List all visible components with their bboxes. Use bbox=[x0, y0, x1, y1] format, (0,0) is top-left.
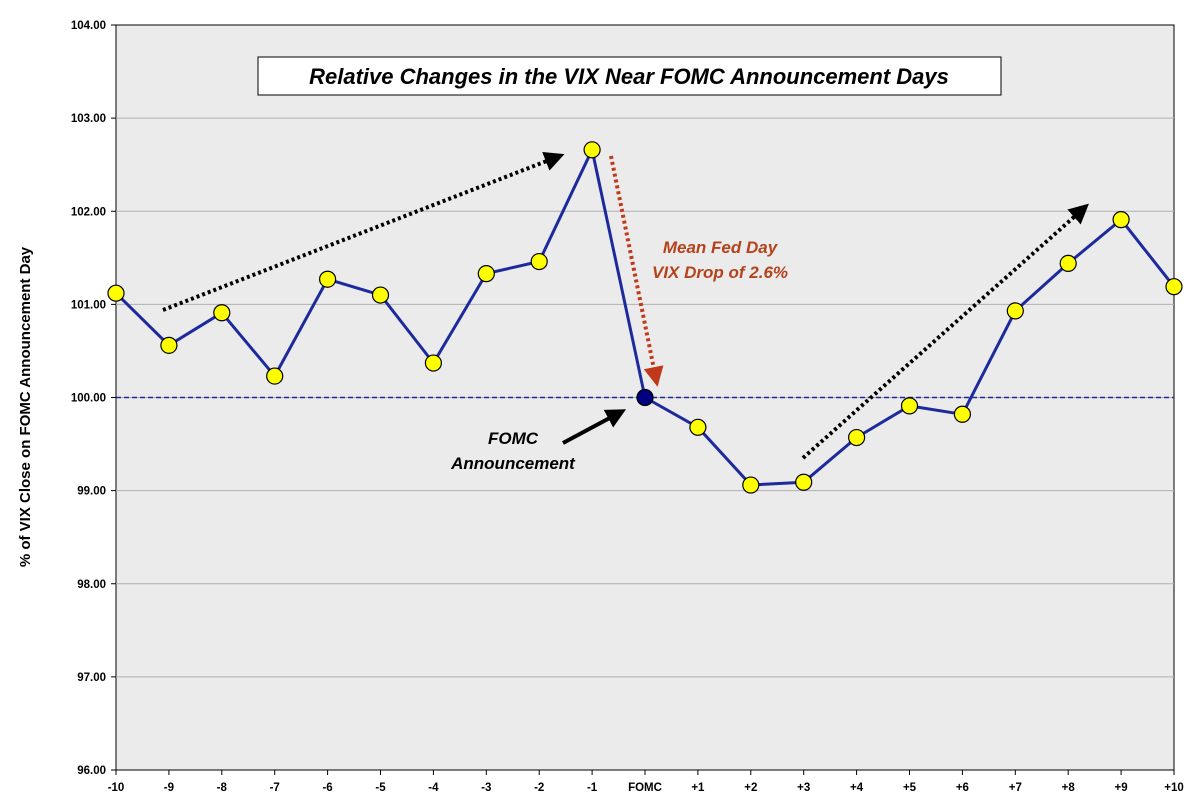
x-tick-label: +5 bbox=[903, 782, 917, 794]
x-tick-labels: -10 -9 -8 -7 -6 -5 -4 -3 -2 -1 FOMC +1 +2 +3 +4 +5 +6 +7 +… bbox=[108, 782, 1184, 794]
x-tick-label: +9 bbox=[1115, 782, 1128, 794]
y-tick-label: 100.00 bbox=[71, 393, 106, 405]
data-point bbox=[583, 141, 601, 159]
data-point bbox=[160, 336, 178, 354]
x-tick-label: +6 bbox=[956, 782, 969, 794]
y-tick-label: 99.00 bbox=[77, 486, 106, 498]
data-point bbox=[689, 418, 707, 436]
fed-drop-annotation-line-1: Mean Fed Day bbox=[663, 238, 779, 257]
y-tick-label: 102.00 bbox=[71, 206, 106, 218]
data-point bbox=[371, 286, 390, 304]
x-tick-label: -5 bbox=[375, 782, 386, 794]
y-tick-labels: 96.00 97.00 98.00 99.00 100.00 101.00 102.00 10… bbox=[71, 20, 106, 777]
data-point-fomc bbox=[636, 388, 654, 407]
fed-day-drop-arrow bbox=[609, 155, 664, 387]
x-tick-label: -6 bbox=[322, 782, 332, 794]
x-tick-label: FOMC bbox=[628, 782, 662, 794]
x-tick-label: +8 bbox=[1062, 782, 1076, 794]
y-tick-label: 104.00 bbox=[71, 20, 106, 32]
x-tick-label: +2 bbox=[744, 782, 757, 794]
x-tick-label: -9 bbox=[164, 782, 174, 794]
chart-title: Relative Changes in the VIX Near FOMC An… bbox=[309, 64, 949, 89]
data-point bbox=[107, 284, 125, 302]
y-tick-label: 97.00 bbox=[77, 672, 106, 684]
data-point bbox=[266, 367, 284, 385]
x-tick-label: -7 bbox=[270, 782, 280, 794]
fomc-annotation-line-2: Announcement bbox=[450, 454, 576, 473]
title-box bbox=[257, 56, 1002, 96]
data-point bbox=[847, 428, 866, 447]
y-tick-label: 101.00 bbox=[71, 299, 106, 311]
x-tick-label: -8 bbox=[217, 782, 228, 794]
data-point bbox=[742, 476, 760, 494]
data-point bbox=[319, 270, 337, 288]
data-point bbox=[795, 473, 813, 491]
data-point bbox=[1006, 302, 1024, 320]
data-point bbox=[953, 405, 972, 423]
data-point bbox=[1165, 278, 1183, 296]
grid-lines bbox=[111, 24, 1175, 775]
y-tick-label: 96.00 bbox=[77, 765, 106, 777]
x-tick-label: +1 bbox=[691, 782, 705, 794]
data-point bbox=[1059, 254, 1077, 272]
data-point bbox=[424, 354, 442, 372]
data-point bbox=[477, 265, 495, 283]
x-tick-label: -1 bbox=[587, 782, 598, 794]
y-tick-label: 98.00 bbox=[77, 579, 106, 591]
x-tick-label: +10 bbox=[1164, 782, 1184, 794]
fomc-pointer-arrow bbox=[562, 409, 627, 445]
rising-trend-arrow-right bbox=[801, 203, 1089, 460]
x-tick-label: +7 bbox=[1009, 782, 1022, 794]
x-tick-label: -4 bbox=[428, 782, 439, 794]
data-point bbox=[213, 304, 231, 322]
rising-trend-arrow-left bbox=[162, 152, 565, 312]
x-tick-label: -2 bbox=[534, 782, 544, 794]
x-tick-label: -3 bbox=[481, 782, 491, 794]
y-tick-label: 103.00 bbox=[71, 113, 106, 125]
y-axis-label: % of VIX Close on FOMC Announcement Day bbox=[17, 246, 34, 567]
x-tick-label: +3 bbox=[797, 782, 810, 794]
series-vix bbox=[107, 141, 1183, 494]
x-tick-label: -10 bbox=[108, 782, 125, 794]
fomc-annotation-line-1: FOMC bbox=[488, 429, 539, 448]
data-point bbox=[530, 252, 548, 271]
data-point bbox=[900, 397, 919, 415]
fed-drop-annotation-line-2: VIX Drop of 2.6% bbox=[652, 263, 788, 282]
data-point bbox=[1112, 211, 1130, 229]
x-tick-label: +4 bbox=[850, 782, 864, 794]
